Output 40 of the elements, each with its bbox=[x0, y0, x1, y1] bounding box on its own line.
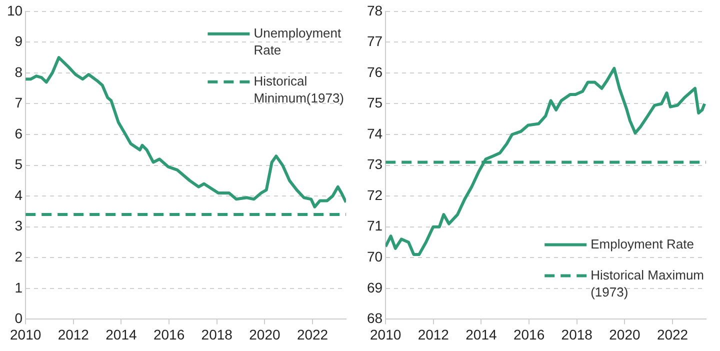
y-tick-label: 73 bbox=[366, 156, 383, 172]
y-tick-label: 71 bbox=[366, 218, 383, 234]
x-tick-label: 2012 bbox=[418, 326, 450, 342]
legend-label: Historical Minimum(1973) bbox=[254, 73, 344, 106]
y-tick-label: 3 bbox=[14, 218, 23, 234]
y-tick-label: 7 bbox=[14, 94, 23, 111]
y-tick-label: 6 bbox=[14, 125, 23, 142]
legend-label: Unemployment Rate bbox=[254, 25, 342, 58]
y-tick-label: 4 bbox=[14, 186, 23, 203]
x-tick-label: 2010 bbox=[370, 326, 402, 342]
y-tick-label: 76 bbox=[366, 64, 383, 80]
y-tick-label: 70 bbox=[366, 248, 383, 264]
legend-label: Historical Maximum (1973) bbox=[590, 267, 704, 300]
y-tick-label: 8 bbox=[14, 64, 23, 80]
y-tick-label: 74 bbox=[366, 125, 383, 142]
y-tick-label: 75 bbox=[366, 94, 383, 111]
y-tick-label: 78 bbox=[366, 2, 383, 18]
x-tick-label: 2018 bbox=[561, 326, 593, 342]
x-tick-label: 2016 bbox=[513, 326, 545, 342]
x-tick-label: 2010 bbox=[10, 326, 42, 342]
y-tick-label: 0 bbox=[14, 310, 23, 326]
x-tick-label: 2018 bbox=[201, 326, 233, 342]
x-tick-label: 2016 bbox=[153, 326, 185, 342]
y-tick-label: 10 bbox=[6, 2, 23, 18]
x-tick-label: 2022 bbox=[656, 326, 688, 342]
x-tick-label: 2020 bbox=[609, 326, 640, 342]
legend-label: Employment Rate bbox=[590, 236, 694, 252]
y-tick-label: 69 bbox=[366, 279, 383, 296]
x-tick-label: 2020 bbox=[249, 326, 280, 342]
x-tick-label: 2014 bbox=[106, 326, 138, 342]
y-tick-label: 72 bbox=[366, 186, 383, 203]
y-tick-label: 9 bbox=[14, 33, 23, 50]
y-tick-label: 77 bbox=[366, 33, 383, 50]
y-tick-label: 68 bbox=[366, 310, 383, 326]
x-tick-label: 2014 bbox=[466, 326, 498, 342]
x-tick-label: 2022 bbox=[296, 326, 328, 342]
y-tick-label: 1 bbox=[14, 279, 23, 296]
y-tick-label: 2 bbox=[14, 248, 23, 264]
x-tick-label: 2012 bbox=[58, 326, 90, 342]
y-tick-label: 5 bbox=[14, 156, 23, 172]
